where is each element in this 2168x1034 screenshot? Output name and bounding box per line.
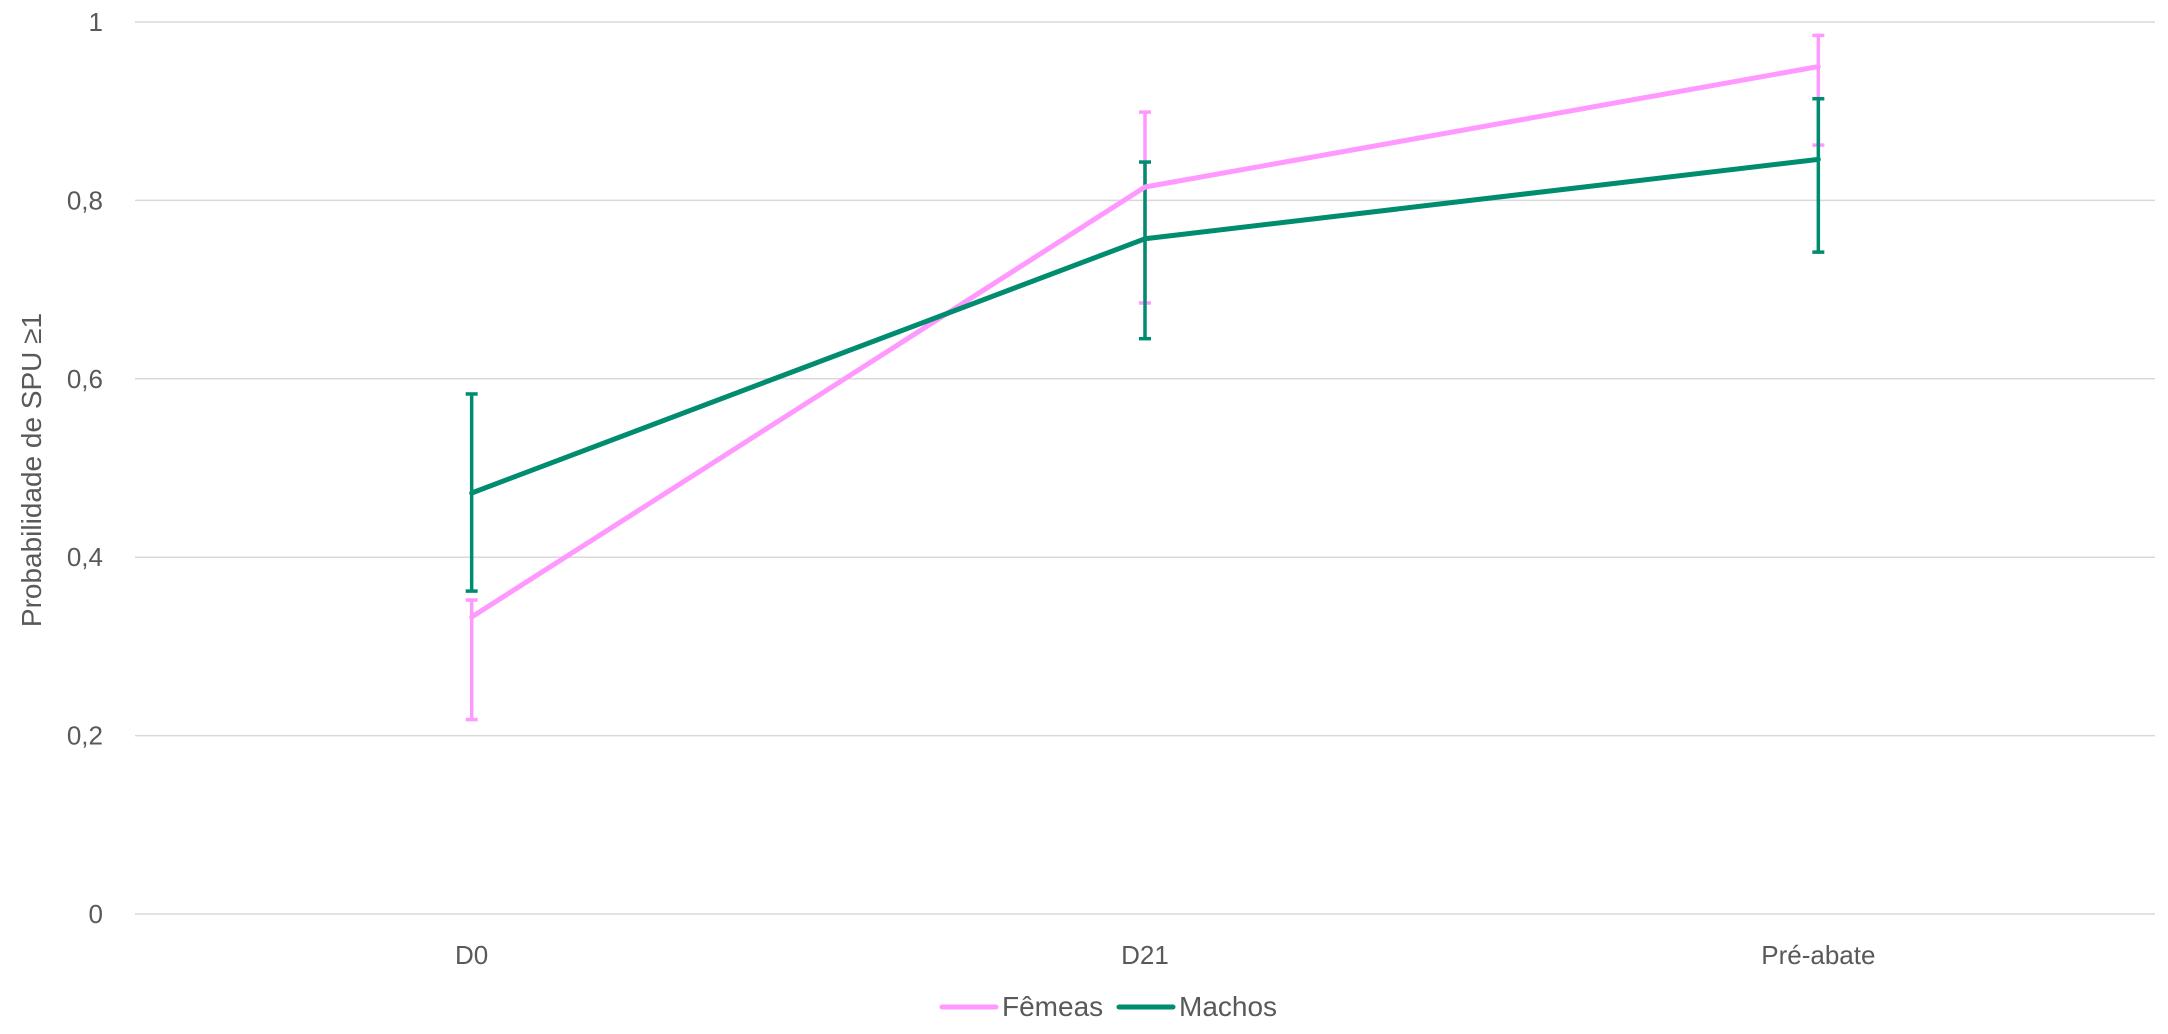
x-tick-label: Pré-abate bbox=[1761, 940, 1875, 970]
legend-label: Fêmeas bbox=[1002, 991, 1103, 1022]
x-tick-label: D0 bbox=[455, 940, 488, 970]
y-tick-label: 0,2 bbox=[67, 721, 103, 751]
y-tick-label: 0 bbox=[89, 899, 103, 929]
error-bars-layer bbox=[465, 33, 1825, 722]
y-axis-title: Probabilidade de SPU ≥1 bbox=[16, 313, 47, 627]
x-tick-label: D21 bbox=[1121, 940, 1169, 970]
series-layer bbox=[469, 64, 1821, 620]
y-tick-label: 1 bbox=[89, 7, 103, 37]
y-tick-label: 0,8 bbox=[67, 185, 103, 215]
legend: Fêmeas Machos bbox=[939, 991, 1277, 1022]
y-tick-labels: 0 0,2 0,4 0,6 0,8 1 bbox=[67, 7, 103, 929]
x-tick-labels: D0 D21 Pré-abate bbox=[455, 940, 1875, 970]
legend-label: Machos bbox=[1179, 991, 1277, 1022]
y-tick-label: 0,4 bbox=[67, 542, 103, 572]
y-tick-label: 0,6 bbox=[67, 364, 103, 394]
